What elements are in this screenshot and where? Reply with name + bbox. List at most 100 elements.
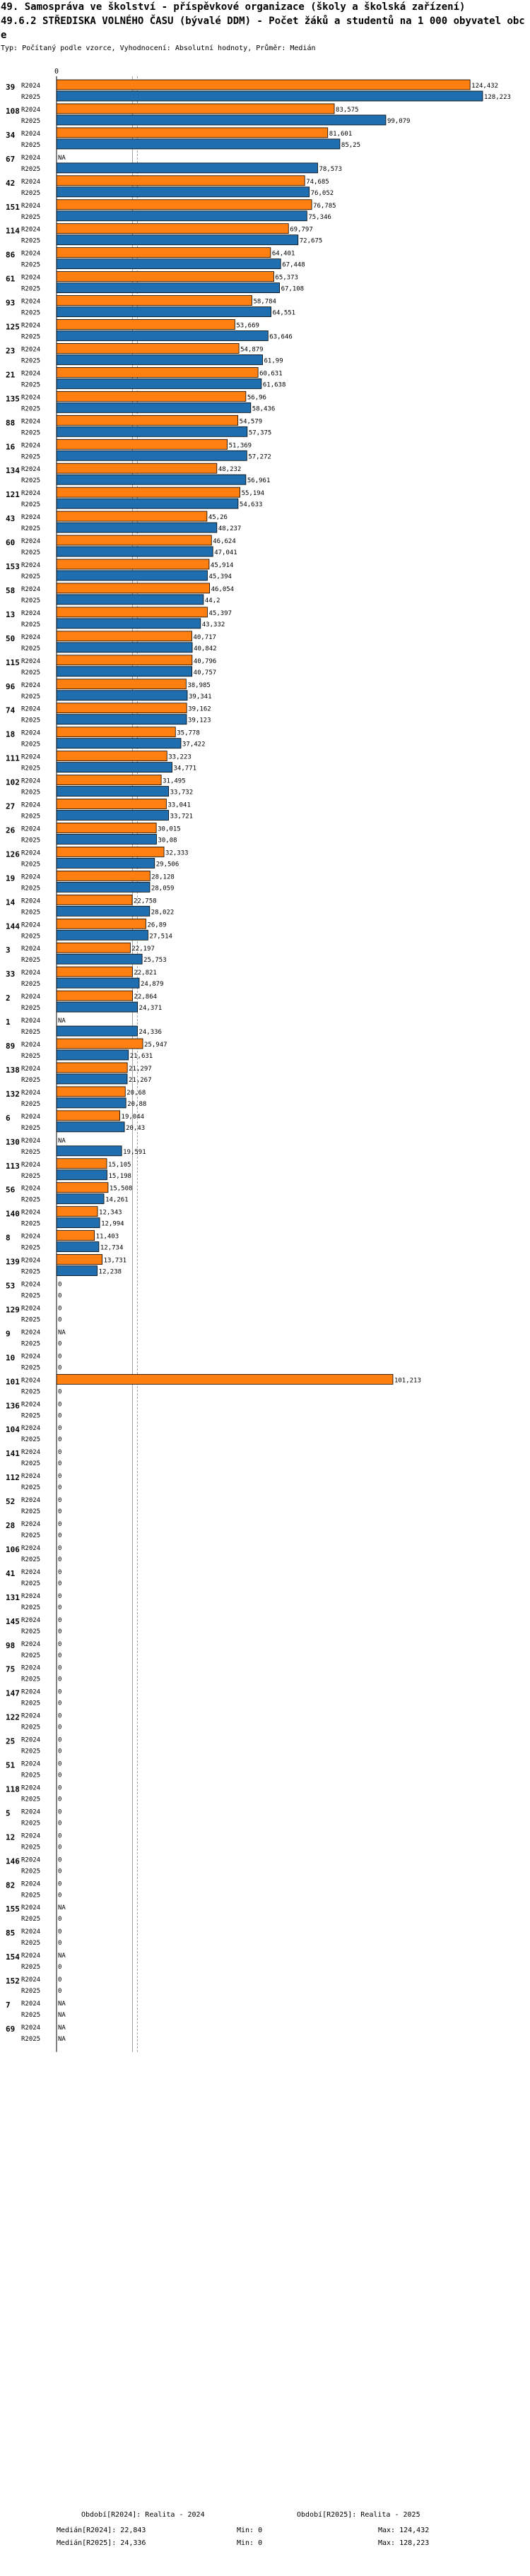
series-label-r2025: R2025 — [21, 1508, 40, 1515]
bar-r2024 — [56, 1158, 107, 1169]
bar-r2024 — [56, 511, 208, 522]
value-label-r2024: 0 — [58, 1305, 61, 1312]
series-label-r2025: R2025 — [21, 1820, 40, 1827]
group-label: 86 — [6, 251, 16, 260]
chart-info: Typ: Počítaný podle vzorce, Vyhodnocení:… — [1, 44, 316, 52]
group-label: 145 — [6, 1617, 20, 1626]
series-label-r2024: R2024 — [21, 1952, 40, 1960]
bar-r2025 — [56, 90, 483, 102]
group-label: 144 — [6, 922, 20, 931]
value-label-r2024: 0 — [58, 1737, 61, 1744]
group-label: 154 — [6, 1952, 20, 1962]
bar-r2024 — [56, 679, 187, 690]
series-label-r2024: R2024 — [21, 562, 40, 569]
group-label: 121 — [6, 490, 20, 499]
series-label-r2024: R2024 — [21, 802, 40, 809]
series-label-r2025: R2025 — [21, 645, 40, 652]
group-label: 136 — [6, 1401, 20, 1410]
series-label-r2025: R2025 — [21, 621, 40, 628]
series-label-r2024: R2024 — [21, 1018, 40, 1025]
bar-r2025 — [56, 762, 172, 773]
series-label-r2025: R2025 — [21, 1364, 40, 1371]
series-label-r2025: R2025 — [21, 1988, 40, 1995]
value-label-r2025: 67,448 — [282, 262, 305, 269]
value-label-r2025: 12,238 — [99, 1269, 122, 1276]
series-label-r2025: R2025 — [21, 861, 40, 868]
series-label-r2025: R2025 — [21, 693, 40, 700]
bar-r2024 — [56, 390, 247, 402]
series-label-r2024: R2024 — [21, 1737, 40, 1744]
value-label-r2025: 28,059 — [151, 885, 175, 892]
group-label: 98 — [6, 1641, 15, 1650]
series-label-r2025: R2025 — [21, 1556, 40, 1563]
series-label-r2024: R2024 — [21, 1665, 40, 1672]
value-label-r2025: 0 — [58, 1508, 61, 1515]
value-label-r2025: 15,198 — [108, 1173, 131, 1180]
bar-r2025 — [56, 258, 281, 270]
group-label: 152 — [6, 1976, 20, 1986]
value-label-r2025: 25,753 — [143, 957, 167, 964]
series-label-r2024: R2024 — [21, 970, 40, 977]
group-label: 52 — [6, 1497, 15, 1506]
series-label-r2024: R2024 — [21, 754, 40, 761]
series-label-r2024: R2024 — [21, 107, 40, 114]
series-label-r2025: R2025 — [21, 1412, 40, 1419]
series-label-r2025: R2025 — [21, 1077, 40, 1084]
series-label-r2025: R2025 — [21, 549, 40, 556]
group-label: 130 — [6, 1138, 20, 1147]
value-label-r2024: 22,864 — [134, 994, 158, 1001]
series-label-r2025: R2025 — [21, 1748, 40, 1755]
value-label-r2025: 54,633 — [240, 501, 263, 508]
group-label: 155 — [6, 1904, 20, 1914]
value-label-r2025: 0 — [58, 1316, 61, 1323]
bar-r2025 — [56, 594, 204, 605]
bar-r2025 — [56, 546, 213, 557]
group-label: 131 — [6, 1593, 20, 1602]
footer-period-r2025: Období[R2025]: Realita - 2025 — [297, 2511, 420, 2519]
bar-r2025 — [56, 402, 252, 413]
value-label-r2025: 0 — [58, 1940, 61, 1947]
series-label-r2025: R2025 — [21, 1149, 40, 1156]
series-label-r2024: R2024 — [21, 370, 40, 377]
bar-r2025 — [56, 738, 182, 749]
series-label-r2024: R2024 — [21, 849, 40, 857]
series-label-r2025: R2025 — [21, 1652, 40, 1659]
value-label-r2024: 35,778 — [177, 730, 200, 737]
series-label-r2025: R2025 — [21, 1580, 40, 1587]
value-label-r2025: 0 — [58, 1892, 61, 1899]
value-label-r2024: NA — [58, 1329, 66, 1336]
bar-r2024 — [56, 894, 133, 905]
series-label-r2025: R2025 — [21, 1173, 40, 1180]
series-label-r2025: R2025 — [21, 933, 40, 940]
value-label-r2024: 0 — [58, 1473, 61, 1480]
group-label: 111 — [6, 754, 20, 763]
bar-r2025 — [56, 210, 307, 222]
bar-r2025 — [56, 282, 280, 294]
value-label-r2024: 55,194 — [242, 490, 265, 497]
bar-r2025 — [56, 306, 271, 317]
value-label-r2025: 14,261 — [105, 1197, 129, 1204]
group-label: 113 — [6, 1162, 20, 1171]
value-label-r2025: 0 — [58, 1964, 61, 1971]
series-label-r2024: R2024 — [21, 227, 40, 234]
value-label-r2025: 75,346 — [308, 214, 331, 221]
value-label-r2025: 0 — [58, 1388, 61, 1395]
series-label-r2024: R2024 — [21, 179, 40, 186]
series-label-r2024: R2024 — [21, 1329, 40, 1336]
group-label: 56 — [6, 1186, 16, 1195]
series-label-r2024: R2024 — [21, 1832, 40, 1839]
series-label-r2025: R2025 — [21, 1532, 40, 1539]
value-label-r2025: 0 — [58, 1604, 61, 1611]
value-label-r2024: 30,015 — [158, 825, 181, 833]
series-label-r2024: R2024 — [21, 2025, 40, 2032]
bar-r2025 — [56, 1001, 139, 1013]
bar-r2024 — [56, 655, 193, 666]
footer-min-r2024: Min: 0 — [237, 2527, 263, 2534]
value-label-r2024: 0 — [58, 1401, 61, 1408]
series-label-r2024: R2024 — [21, 994, 40, 1001]
group-label: 8 — [6, 1234, 11, 1243]
series-label-r2025: R2025 — [21, 1053, 40, 1060]
value-label-r2024: 0 — [58, 1593, 61, 1600]
group-label: 50 — [6, 634, 15, 643]
series-label-r2024: R2024 — [21, 1305, 40, 1312]
